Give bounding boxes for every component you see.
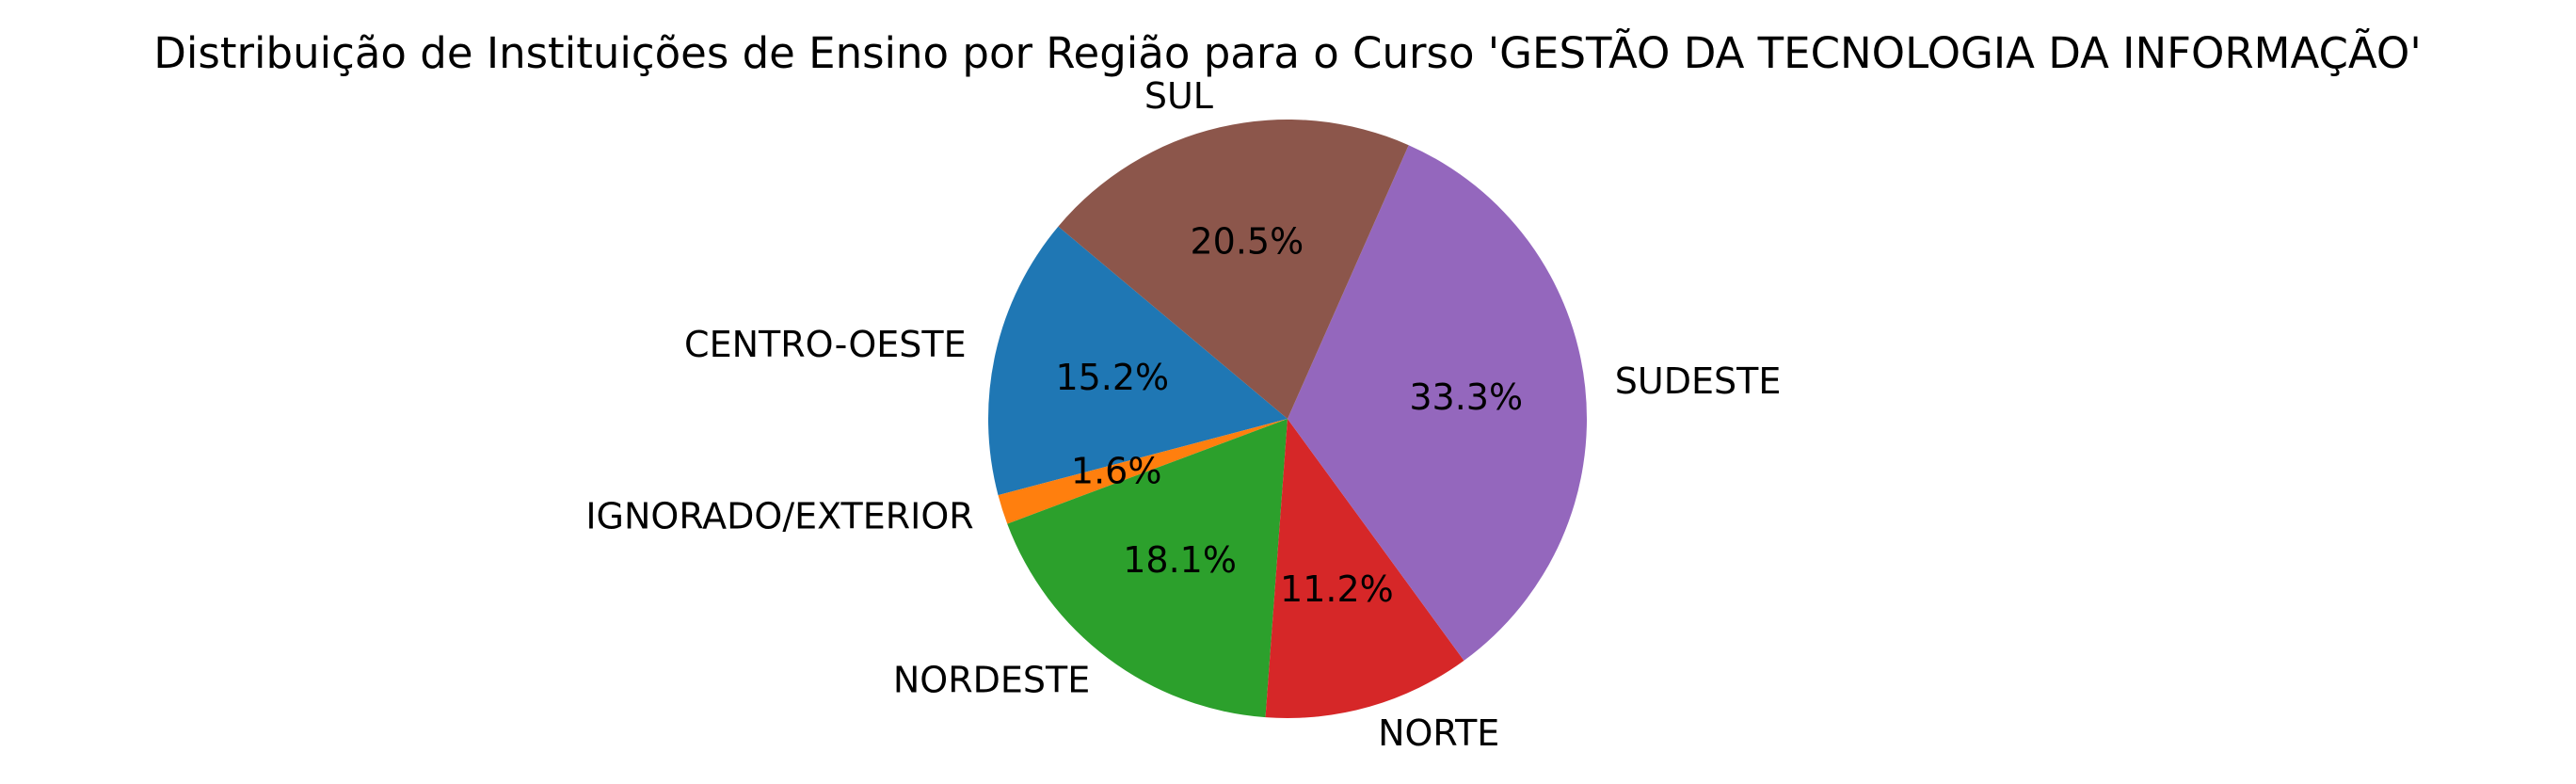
- slice-percentage-norte: 11.2%: [1280, 568, 1394, 610]
- slice-labels: CENTRO-OESTE IGNORADO/EXTERIOR NORDESTE NOR…: [585, 75, 1781, 754]
- slice-percentage-sul: 20.5%: [1191, 221, 1304, 263]
- slice-percentage-ignorado-exterior: 1.6%: [1071, 450, 1162, 491]
- slice-label-sudeste: SUDESTE: [1615, 360, 1782, 402]
- slice-percentage-sudeste: 33.3%: [1409, 376, 1523, 418]
- slice-percentage-centro-oeste: 15.2%: [1055, 357, 1169, 398]
- pie-slices: [987, 120, 1588, 718]
- pie-slice-sul: [1058, 120, 1409, 420]
- slice-percentage-labels: 15.2% 1.6% 18.1% 11.2% 33.3% 20.5%: [1055, 221, 1523, 610]
- pie-slice-norte: [1265, 419, 1464, 718]
- pie-slice-sudeste: [1288, 145, 1588, 661]
- pie-slice-centro-oeste: [987, 226, 1288, 496]
- slice-label-sul: SUL: [1144, 75, 1213, 117]
- slice-label-ignorado-exterior: IGNORADO/EXTERIOR: [585, 496, 973, 537]
- pie-slice-nordeste: [1007, 419, 1288, 718]
- slice-percentage-nordeste: 18.1%: [1123, 539, 1237, 581]
- slice-label-nordeste: NORDESTE: [893, 659, 1090, 700]
- slice-label-centro-oeste: CENTRO-OESTE: [684, 324, 967, 365]
- chart-title: Distribuição de Instituições de Ensino p…: [153, 28, 2421, 78]
- pie-slice-ignorado-exterior: [998, 419, 1288, 524]
- slice-label-norte: NORTE: [1378, 712, 1499, 754]
